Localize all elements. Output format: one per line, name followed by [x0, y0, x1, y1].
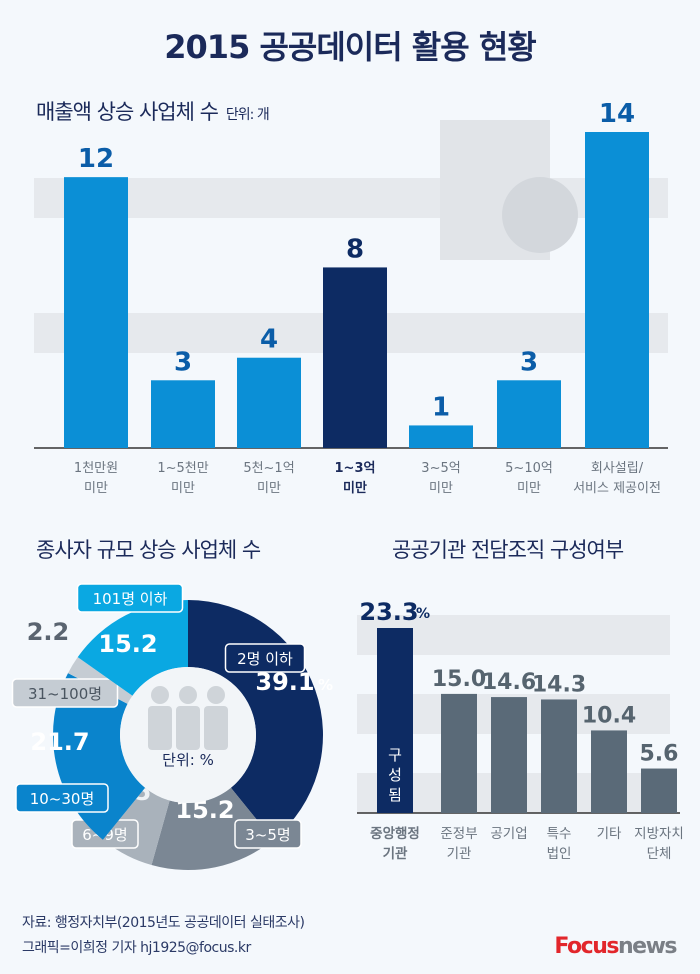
org-value-label: 10.4	[582, 703, 636, 728]
org-value-label: 23.3	[359, 598, 418, 626]
sales-category-label: 미만	[343, 480, 367, 496]
highlight-note: 구	[388, 746, 402, 764]
sales-bar	[585, 132, 649, 448]
donut-category-label: 101명 이하	[93, 590, 168, 608]
sales-bar	[151, 380, 215, 448]
donut-value-label: 21.7	[30, 728, 89, 756]
org-bar	[377, 628, 413, 813]
sales-bar	[409, 425, 473, 448]
donut-category-label: 10~30명	[30, 790, 95, 808]
source-note: 자료: 행정자치부(2015년도 공공데이터 실태조사)	[22, 915, 305, 931]
percent-sign: %	[416, 606, 430, 622]
page-title: 2015 공공데이터 활용 현황	[164, 28, 536, 66]
org-chart-title: 공공기관 전담조직 구성여부	[392, 538, 624, 562]
sales-value-label: 8	[346, 234, 364, 264]
org-value-label: 15.0	[432, 667, 486, 692]
sales-chart-title-text: 매출액 상승 사업체 수	[36, 100, 219, 124]
logo-focus: Focus	[554, 934, 619, 959]
donut-category-label: 3~5명	[245, 826, 290, 844]
org-category-label: 기관	[383, 845, 408, 862]
donut-category-badge	[11, 678, 119, 708]
sales-value-label: 3	[520, 347, 538, 377]
credit-note: 그래픽=이희정 기자 hj1925@focus.kr	[22, 940, 251, 956]
org-category-label: 법인	[547, 846, 572, 862]
sales-chart-title: 매출액 상승 사업체 수 단위: 개	[36, 96, 270, 126]
org-category-label: 공기업	[490, 826, 527, 842]
person-icon	[179, 686, 197, 704]
sales-category-label: 미만	[257, 481, 281, 496]
logo-news: news	[617, 934, 678, 959]
person-icon	[148, 706, 172, 750]
employee-chart-title: 종사자 규모 상승 사업체 수	[36, 538, 261, 562]
sales-bar	[497, 380, 561, 448]
focusnews-logo: Focusnews	[554, 934, 678, 959]
sales-category-label: 1천만원	[74, 461, 118, 476]
org-bar	[641, 768, 677, 813]
donut-category-badge	[234, 819, 302, 849]
org-category-label: 특수	[547, 826, 572, 842]
sales-category-label: 서비스 제공이전	[573, 481, 661, 496]
donut-category-label: 2명 이하	[237, 650, 293, 668]
highlight-note: 됨	[388, 786, 402, 804]
org-category-label: 준정부	[440, 826, 477, 842]
org-category-label: 기관	[447, 846, 472, 862]
donut-category-badge	[15, 783, 109, 813]
sales-category-label: 미만	[517, 481, 541, 496]
donut-slice	[77, 600, 188, 696]
sales-category-label: 미만	[171, 481, 195, 496]
person-icon	[151, 686, 169, 704]
org-category-label: 단체	[647, 846, 672, 862]
org-value-label: 5.6	[640, 742, 679, 767]
sales-value-label: 3	[174, 347, 192, 377]
donut-value-label: 15.2	[98, 630, 157, 658]
sales-value-label: 1	[432, 392, 450, 422]
org-category-label: 중앙행정	[370, 825, 420, 842]
org-bar	[541, 699, 577, 813]
donut-slice	[151, 787, 274, 870]
donut-category-badge	[76, 583, 184, 613]
donut-unit-label: 단위: %	[162, 751, 214, 769]
donut-category-label: 31~100명	[28, 685, 102, 703]
sales-category-label: 5~10억	[505, 461, 553, 476]
sales-category-label: 미만	[429, 481, 453, 496]
pie-chart-icon	[502, 177, 578, 253]
sales-category-label: 회사설립/	[591, 461, 644, 476]
sales-category-label: 1~3억	[335, 461, 376, 476]
percent-sign: %	[318, 676, 333, 694]
org-category-label: 지방자치	[634, 826, 684, 842]
org-value-label: 14.3	[532, 672, 586, 697]
sales-value-label: 4	[260, 325, 278, 355]
sales-value-label: 12	[78, 144, 114, 174]
sales-value-label: 14	[599, 99, 635, 129]
org-bar	[591, 730, 627, 813]
sales-bar	[64, 177, 128, 448]
sales-category-label: 3~5억	[421, 461, 460, 476]
sales-category-label: 미만	[84, 481, 108, 496]
donut-category-badge	[224, 643, 306, 673]
sales-category-label: 1~5천만	[157, 461, 208, 476]
person-icon	[207, 686, 225, 704]
org-bar	[441, 693, 477, 813]
sales-category-label: 5천~1억	[243, 461, 294, 476]
highlight-note: 성	[388, 766, 402, 784]
sales-bar	[237, 357, 301, 448]
person-icon	[204, 706, 228, 750]
sales-chart-unit: 단위: 개	[225, 107, 270, 123]
donut-value-label: 2.2	[27, 618, 70, 646]
org-category-label: 기타	[597, 826, 622, 842]
org-value-label: 14.6	[482, 670, 536, 695]
person-icon	[176, 706, 200, 750]
sales-bar	[323, 267, 387, 448]
org-bar	[491, 697, 527, 813]
